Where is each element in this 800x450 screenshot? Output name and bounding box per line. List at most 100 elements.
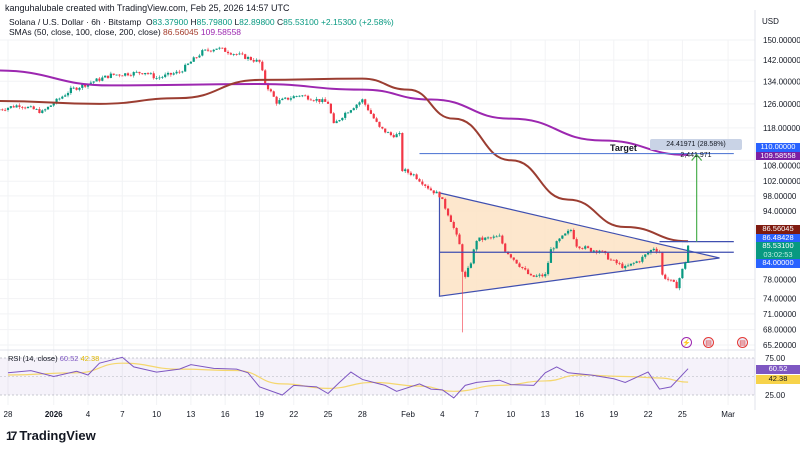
candle-body (98, 78, 101, 81)
sma50-line (0, 77, 689, 243)
candle-body (46, 106, 50, 110)
candle-body (452, 221, 455, 228)
candle-body (312, 100, 315, 102)
candle-body (266, 83, 270, 90)
sma-label: SMAs (50, close, 100, close, 200, close) (9, 27, 161, 37)
candle-body (655, 248, 658, 252)
candle-body (575, 239, 578, 247)
candle-body (426, 185, 430, 189)
x-tick-label: Mar (721, 410, 735, 419)
x-tick-label: 16 (575, 410, 584, 419)
candle-body (546, 262, 550, 275)
candle-body (532, 275, 535, 277)
sma200-badge: 109.58558 (756, 151, 800, 160)
candle-body (235, 54, 238, 55)
candle-body (518, 263, 521, 267)
y-tick-label: 142.00000 (763, 56, 800, 65)
candle-body (666, 278, 670, 280)
candle-body (4, 109, 7, 111)
candle-body (589, 247, 593, 252)
sma-legend: SMAs (50, close, 100, close, 200, close)… (9, 27, 241, 37)
candle-body (512, 257, 515, 260)
candle-body (684, 262, 687, 269)
candle-body (352, 108, 355, 111)
candle-body (524, 268, 527, 270)
candle-body (444, 199, 447, 209)
x-tick-label: 22 (644, 410, 653, 419)
candle-body (481, 237, 484, 240)
rsi-line (7, 356, 689, 399)
lightning-icon[interactable]: ⚡ (681, 337, 692, 348)
candle-body (144, 72, 147, 75)
candle-body (244, 54, 247, 59)
candle-body (638, 261, 641, 263)
candle-body (269, 89, 272, 92)
candle-body (652, 248, 655, 251)
candle-body (309, 99, 312, 101)
candle-body (612, 259, 615, 261)
candle-body (129, 75, 132, 77)
candle-body (324, 99, 327, 102)
candle-body (258, 59, 261, 62)
candle-body (189, 61, 192, 64)
candle-body (504, 243, 507, 252)
candle-body (72, 87, 75, 89)
candle-body (621, 263, 624, 269)
x-tick-label: 22 (289, 410, 298, 419)
candle-body (515, 259, 518, 264)
candle-body (375, 118, 378, 122)
candle-body (152, 73, 155, 79)
x-tick-label: 4 (86, 410, 91, 419)
candle-body (58, 98, 61, 100)
candle-body (178, 71, 181, 73)
candle-body (124, 73, 127, 76)
candle-body (678, 278, 681, 289)
candle-body (672, 279, 675, 282)
candle-body (564, 233, 567, 236)
candle-body (358, 102, 361, 105)
candle-body (286, 97, 290, 100)
candle-body (101, 77, 104, 81)
candle-body (498, 235, 501, 237)
candle-body (155, 78, 158, 79)
candle-body (84, 84, 87, 87)
candle-body (215, 48, 218, 50)
candle-body (24, 107, 27, 109)
candle-body (412, 174, 415, 176)
tradingview-logo[interactable]: 17 TradingView (6, 428, 96, 443)
candle-body (1, 109, 4, 111)
candle-body (441, 197, 444, 200)
candle-body (81, 84, 84, 88)
candle-body (318, 98, 321, 103)
candle-body (126, 73, 130, 76)
x-tick-label: 28 (358, 410, 367, 419)
candle-body (109, 73, 112, 78)
candle-body (169, 72, 172, 75)
y-tick-label: 94.00000 (763, 207, 797, 216)
candle-body (644, 254, 647, 257)
x-tick-label: 25 (678, 410, 687, 419)
candle-body (49, 105, 52, 107)
candle-body (212, 49, 215, 52)
candle-body (15, 105, 18, 108)
candle-body (344, 112, 347, 118)
candle-body (646, 252, 650, 255)
candle-body (381, 126, 384, 129)
candle-body (601, 250, 604, 252)
us-flag-icon[interactable]: ▤ (703, 337, 714, 348)
us-flag-icon[interactable]: ▤ (737, 337, 748, 348)
candle-body (321, 99, 324, 103)
candle-body (278, 100, 281, 104)
candle-body (435, 191, 438, 194)
y-tick-label: 68.00000 (763, 326, 797, 335)
candle-body (32, 106, 35, 110)
x-tick-label: 10 (506, 410, 515, 419)
candle-body (566, 230, 570, 234)
candle-body (184, 64, 187, 72)
candle-body (195, 57, 198, 59)
candle-body (89, 82, 92, 84)
candle-body (346, 112, 350, 114)
candle-body (495, 236, 498, 238)
candle-body (609, 259, 613, 261)
